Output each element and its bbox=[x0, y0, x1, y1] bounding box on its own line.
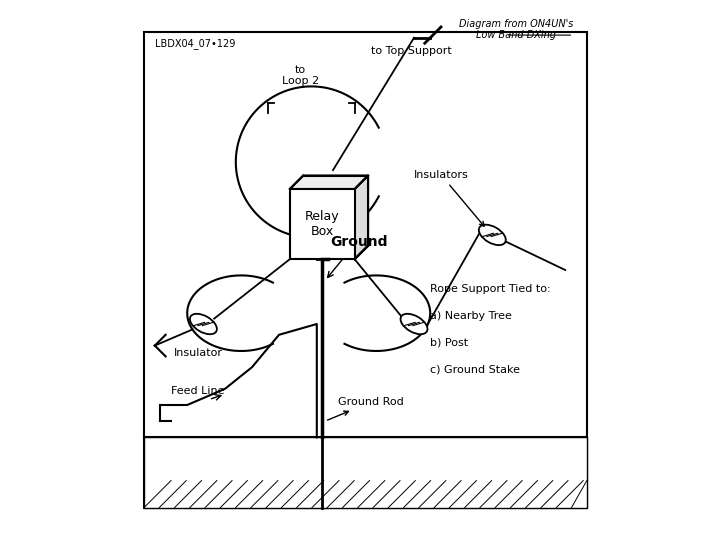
Polygon shape bbox=[289, 176, 368, 189]
Text: Rope Support Tied to:: Rope Support Tied to: bbox=[431, 284, 551, 294]
Text: to Top Support: to Top Support bbox=[371, 46, 451, 56]
Text: Relay
Box: Relay Box bbox=[305, 210, 340, 238]
Text: b) Post: b) Post bbox=[431, 338, 468, 348]
Text: LBDX04_07•129: LBDX04_07•129 bbox=[155, 38, 235, 49]
Ellipse shape bbox=[479, 225, 505, 245]
Polygon shape bbox=[355, 176, 368, 259]
FancyBboxPatch shape bbox=[144, 32, 587, 508]
Text: to
Loop 2: to Loop 2 bbox=[282, 65, 319, 86]
Text: a) Nearby Tree: a) Nearby Tree bbox=[431, 310, 512, 321]
Bar bbox=[144, 437, 587, 508]
Text: Insulator: Insulator bbox=[174, 348, 222, 359]
Text: Ground: Ground bbox=[330, 235, 388, 249]
Ellipse shape bbox=[400, 314, 428, 334]
Text: Insulators: Insulators bbox=[414, 170, 484, 226]
Ellipse shape bbox=[190, 314, 217, 334]
FancyBboxPatch shape bbox=[289, 189, 355, 259]
Text: Diagram from ON4UN's
Low Band DXing: Diagram from ON4UN's Low Band DXing bbox=[459, 19, 573, 40]
Text: c) Ground Stake: c) Ground Stake bbox=[431, 364, 521, 375]
Text: Feed Line: Feed Line bbox=[171, 386, 225, 396]
Text: Ground Rod: Ground Rod bbox=[328, 397, 404, 420]
